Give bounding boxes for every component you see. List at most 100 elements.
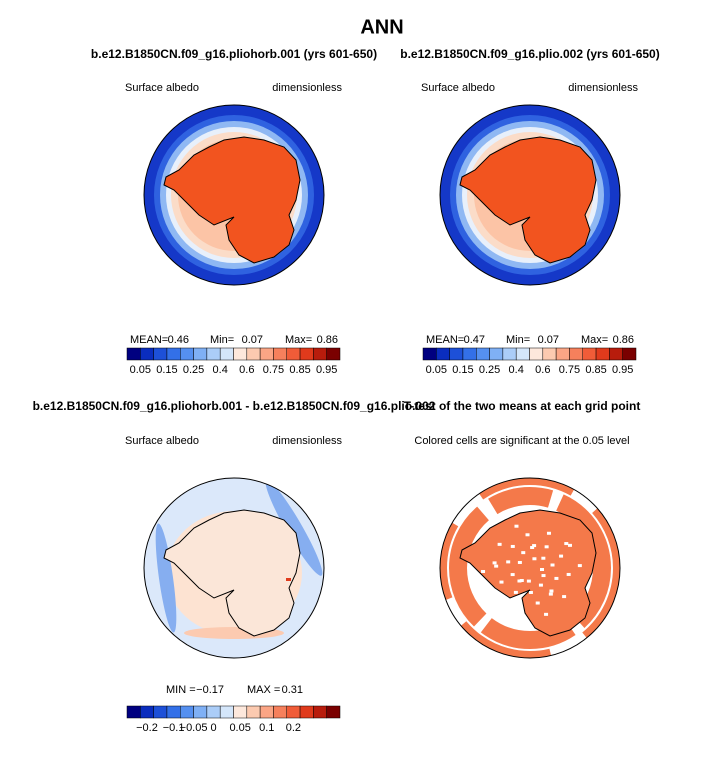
colorbar-label: 0.2 — [286, 722, 301, 734]
contour-band — [155, 523, 177, 633]
gap-cell — [528, 590, 533, 594]
stat: MAX = — [247, 684, 280, 696]
colorbar-box — [436, 347, 450, 361]
colorbar-box — [206, 347, 221, 361]
colorbar-label: 0.95 — [612, 364, 633, 376]
colorbar-label: 0.75 — [263, 364, 284, 376]
significant-ring — [449, 487, 611, 649]
colorbar-label: 0.95 — [316, 364, 337, 376]
map-border — [439, 104, 621, 286]
gap-cell — [550, 563, 555, 567]
gap-cell — [540, 568, 544, 571]
gap-cell — [526, 579, 531, 583]
colorbar-box — [246, 705, 261, 719]
right-label: dimensionless — [568, 82, 638, 94]
colorbar-box — [219, 347, 234, 361]
colorbar-box — [166, 705, 181, 719]
colorbar-label: 0.6 — [535, 364, 550, 376]
stat: 0.07 — [242, 334, 263, 346]
colorbar-box — [246, 347, 261, 361]
polar-map — [144, 105, 324, 285]
contour-band — [265, 480, 323, 576]
stat: 0.31 — [282, 684, 303, 696]
map-border — [143, 477, 325, 659]
colorbar-box — [206, 705, 221, 719]
colorbar-box — [273, 705, 287, 719]
colorbar-box — [180, 705, 194, 719]
stat: Max= — [581, 334, 608, 346]
gap-cell — [530, 546, 535, 550]
colorbar-label: 0.6 — [239, 364, 254, 376]
gap-cell — [544, 545, 549, 549]
colorbar-box — [233, 705, 248, 719]
gap-cell — [499, 580, 504, 584]
stat: MIN = — [166, 684, 196, 696]
colorbar-label: −0.2 — [136, 722, 158, 734]
polar-map — [440, 105, 620, 285]
gap-cell — [510, 544, 515, 548]
colorbar-box — [286, 347, 301, 361]
colorbar-box — [193, 705, 208, 719]
colorbar-box — [259, 705, 274, 719]
colorbar-box — [609, 347, 623, 361]
gap-cell — [562, 595, 567, 599]
right-label: dimensionless — [272, 82, 342, 94]
colorbar-label: 0.85 — [585, 364, 606, 376]
gap-cell — [544, 612, 549, 616]
gap-cell — [494, 564, 499, 568]
stat: Min= — [506, 334, 530, 346]
colorbar-box — [166, 347, 181, 361]
gap-cell — [513, 590, 518, 594]
stat: 0.86 — [613, 334, 634, 346]
colorbar-box — [273, 347, 287, 361]
colorbar-box — [502, 347, 517, 361]
colorbar-box — [555, 347, 570, 361]
gap-cell — [546, 531, 551, 535]
colorbar-box — [622, 347, 637, 361]
left-label: Surface albedo — [125, 435, 199, 447]
colorbar-box — [449, 347, 464, 361]
panel-title: T-test of the two means at each grid poi… — [404, 399, 641, 413]
colorbar-box — [462, 347, 477, 361]
colorbar-box — [286, 705, 301, 719]
gap-cell — [535, 601, 540, 605]
figure-title: ANN — [360, 16, 403, 38]
panel-subtitle: Colored cells are significant at the 0.0… — [414, 435, 629, 447]
gap-cell — [541, 574, 546, 578]
map-border — [143, 104, 325, 286]
stat: Min= — [210, 334, 234, 346]
panel-title: b.e12.B1850CN.f09_g16.pliohorb.001 (yrs … — [91, 47, 377, 61]
colorbar-box — [489, 347, 504, 361]
colorbar-box — [193, 347, 208, 361]
colorbar-box — [422, 347, 437, 361]
antarctica — [163, 136, 301, 264]
colorbar-label: −0.1 — [163, 722, 185, 734]
colorbar-label: 0.75 — [559, 364, 580, 376]
contour-band — [286, 578, 291, 581]
stat: Max= — [285, 334, 312, 346]
colorbar-box — [476, 347, 490, 361]
gap-cell — [514, 603, 519, 607]
colorbar-box — [259, 347, 274, 361]
colorbar-label: 0.4 — [509, 364, 524, 376]
colorbar-label: 0.05 — [130, 364, 151, 376]
colorbar-box — [180, 347, 194, 361]
stat: MEAN= — [426, 334, 464, 346]
colorbar-box — [126, 705, 141, 719]
stat: −0.17 — [196, 684, 224, 696]
left-label: Surface albedo — [125, 82, 199, 94]
colorbar-label: 0.15 — [156, 364, 177, 376]
colorbar-label: 0.05 — [426, 364, 447, 376]
colorbar-box — [126, 347, 141, 361]
colorbar-box — [515, 347, 530, 361]
left-label: Surface albedo — [421, 82, 495, 94]
gap-cell — [506, 560, 511, 564]
colorbar-box — [299, 347, 314, 361]
gap-cell — [492, 561, 497, 565]
significant-cells — [459, 509, 597, 637]
colorbar-label: 0.1 — [259, 722, 274, 734]
gap-cell — [548, 592, 553, 596]
gap-cell — [514, 524, 519, 528]
colorbar-box — [153, 347, 168, 361]
